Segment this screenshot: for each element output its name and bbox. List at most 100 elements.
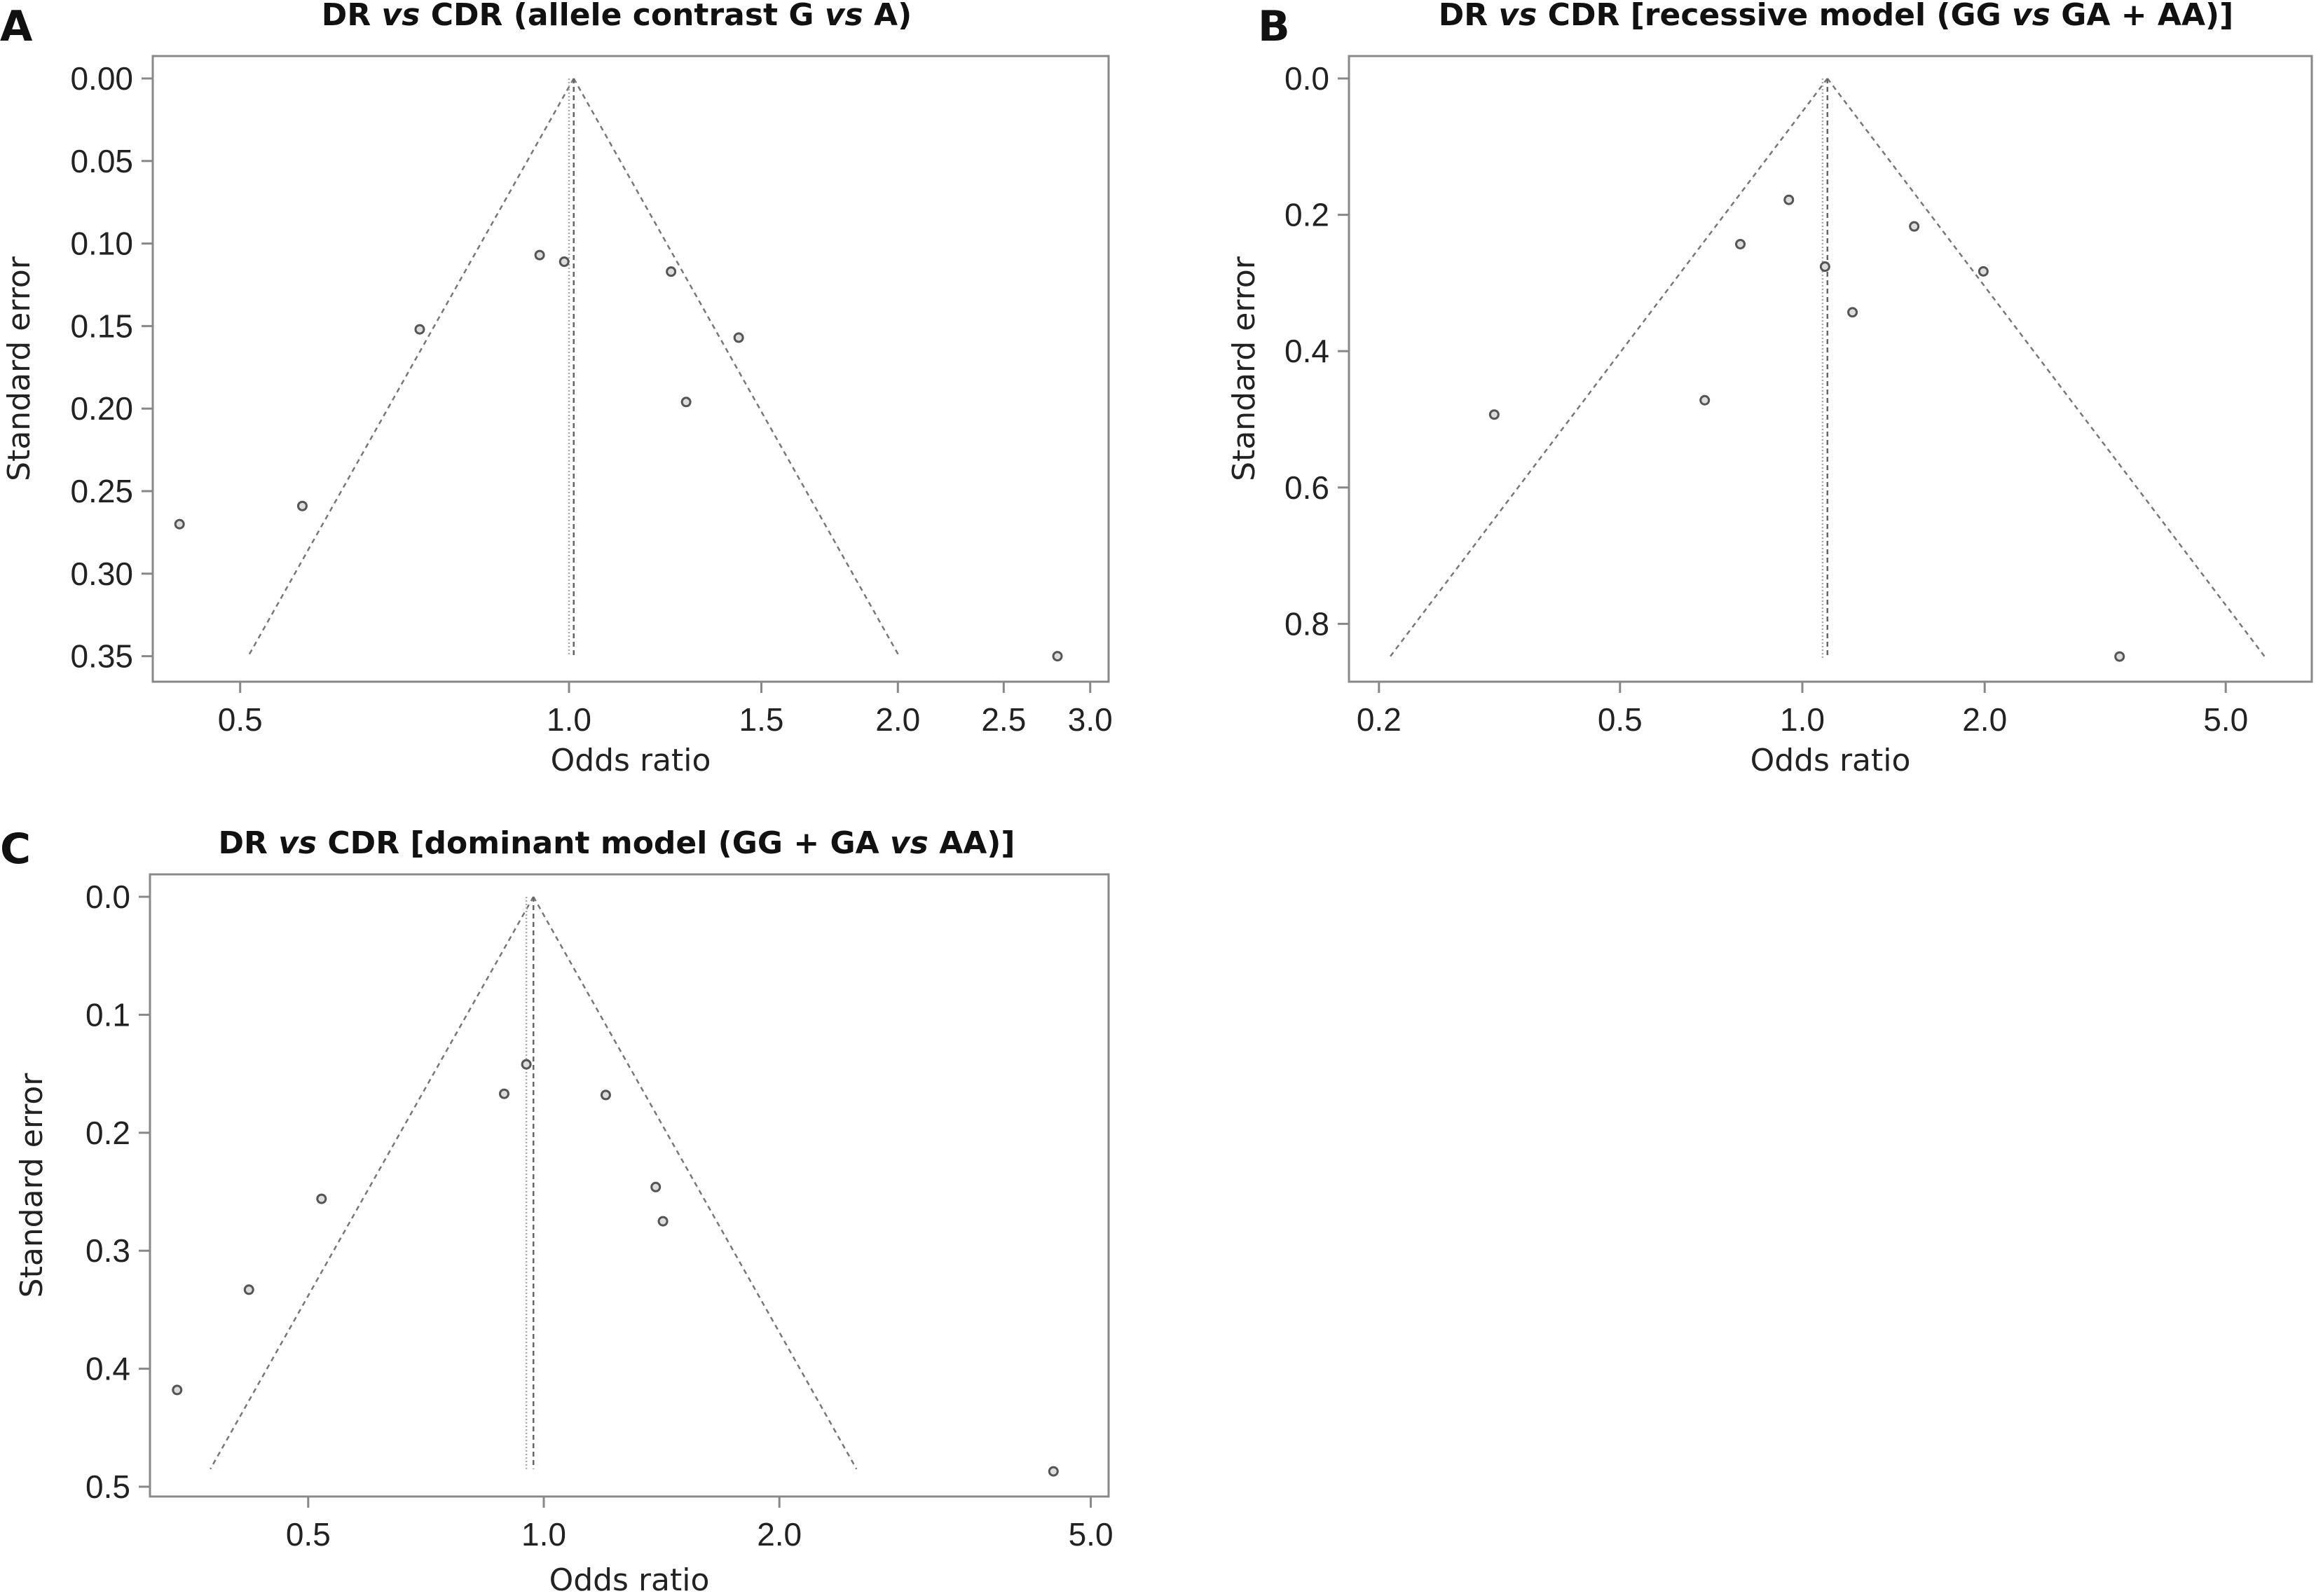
study-point xyxy=(666,266,677,277)
study-point xyxy=(174,518,185,530)
y-tick-label: 0.00 xyxy=(70,60,133,97)
study-point xyxy=(1052,651,1063,662)
study-point xyxy=(172,1384,183,1396)
title-segment: vs xyxy=(278,825,317,861)
x-tick-label: 0.2 xyxy=(1357,701,1402,738)
x-tick-label: 3.0 xyxy=(1068,701,1113,738)
panel-title: DR vs CDR [recessive model (GG vs GA + A… xyxy=(1439,0,2234,33)
y-tick-label: 0.2 xyxy=(85,1115,130,1151)
study-point xyxy=(657,1216,669,1227)
study-point xyxy=(243,1284,254,1295)
x-tick-label: 1.5 xyxy=(739,701,784,738)
title-segment: vs xyxy=(1498,0,1537,33)
study-point xyxy=(534,249,545,261)
x-axis-title: Odds ratio xyxy=(1750,743,1911,778)
x-tick-label: 5.0 xyxy=(1069,1516,1114,1553)
x-tick-label: 0.5 xyxy=(218,701,263,738)
title-segment: CDR (allele contrast G xyxy=(420,0,824,33)
panel-letter: B xyxy=(1258,2,1290,51)
y-tick-label: 0.5 xyxy=(85,1468,130,1505)
funnel-left-limit xyxy=(1388,78,1828,659)
x-tick-label: 2.0 xyxy=(757,1516,802,1553)
panel-letter: A xyxy=(0,2,33,51)
study-point xyxy=(600,1089,611,1101)
study-point xyxy=(316,1193,327,1204)
panel-a: A DR vs CDR (allele contrast G vs A) 0.00 0… xyxy=(0,0,1113,778)
x-tick-label: 2.0 xyxy=(1962,701,2007,738)
funnel-right-limit xyxy=(1826,78,2267,659)
funnel-right-limit xyxy=(573,78,900,657)
y-tick-label: 0.0 xyxy=(85,879,130,915)
y-tick-label: 0.30 xyxy=(70,556,133,592)
x-tick-label: 0.5 xyxy=(286,1516,331,1553)
y-axis-title: Standard error xyxy=(14,1073,50,1298)
title-segment: DR xyxy=(322,0,382,33)
panel-title: DR vs CDR [dominant model (GG + GA vs AA… xyxy=(218,825,1015,861)
study-point xyxy=(1819,261,1830,273)
y-tick-label: 0.4 xyxy=(85,1351,130,1387)
y-tick-label: 0.35 xyxy=(70,638,133,675)
title-segment: CDR [recessive model (GG xyxy=(1537,0,2012,33)
y-tick-label: 0.3 xyxy=(85,1232,130,1269)
plot-frame xyxy=(149,873,1110,1498)
title-segment: vs xyxy=(890,825,929,861)
y-tick-label: 0.10 xyxy=(70,226,133,262)
y-tick-label: 0.4 xyxy=(1284,333,1329,369)
x-tick-label: 1.0 xyxy=(547,701,591,738)
study-point xyxy=(296,500,308,511)
panel-b: B DR vs CDR [recessive model (GG vs GA + … xyxy=(1226,0,2313,778)
study-point xyxy=(1783,194,1795,205)
funnel-left-limit xyxy=(247,78,575,657)
title-segment: vs xyxy=(825,0,863,33)
title-segment: GA + AA)] xyxy=(2050,0,2233,33)
study-point xyxy=(733,332,744,343)
x-tick-label: 1.0 xyxy=(521,1516,566,1553)
y-axis-title: Standard error xyxy=(1226,256,1262,481)
study-point xyxy=(521,1059,532,1070)
study-point xyxy=(680,397,692,408)
plot-frame xyxy=(151,55,1110,683)
study-point xyxy=(1847,307,1858,318)
study-point xyxy=(1488,409,1500,420)
y-tick-label: 0.20 xyxy=(70,390,133,427)
study-point xyxy=(414,324,425,335)
title-segment: DR xyxy=(218,825,278,861)
y-tick-label: 0.2 xyxy=(1284,197,1329,233)
x-tick-label: 2.5 xyxy=(981,701,1026,738)
title-segment: A) xyxy=(863,0,912,33)
y-tick-label: 0.15 xyxy=(70,308,133,344)
panel-c: C DR vs CDR [dominant model (GG + GA vs A… xyxy=(0,825,1114,1596)
plot-frame xyxy=(1348,55,2313,683)
y-tick-label: 0.05 xyxy=(70,143,133,179)
funnel-left-limit xyxy=(210,896,535,1470)
y-tick-label: 0.8 xyxy=(1284,605,1329,642)
x-tick-label: 2.0 xyxy=(875,701,920,738)
title-segment: vs xyxy=(2012,0,2050,33)
study-point xyxy=(1048,1466,1059,1477)
panel-title: DR vs CDR (allele contrast G vs A) xyxy=(322,0,912,33)
y-tick-label: 0.6 xyxy=(1284,469,1329,506)
study-point xyxy=(650,1181,662,1192)
study-point xyxy=(1909,221,1920,232)
y-tick-label: 0.1 xyxy=(85,996,130,1033)
panel-letter: C xyxy=(0,825,31,874)
title-segment: DR xyxy=(1439,0,1499,33)
funnel-right-limit xyxy=(533,896,858,1470)
y-axis-title: Standard error xyxy=(1,256,37,481)
study-point xyxy=(1735,238,1746,249)
study-point xyxy=(1699,394,1711,406)
x-axis-title: Odds ratio xyxy=(551,743,711,778)
y-tick-label: 0.25 xyxy=(70,473,133,509)
study-point xyxy=(2114,651,2125,662)
x-axis-title: Odds ratio xyxy=(549,1562,710,1596)
study-point xyxy=(559,256,570,268)
x-tick-label: 5.0 xyxy=(2203,701,2248,738)
title-segment: vs xyxy=(382,0,420,33)
y-tick-label: 0.0 xyxy=(1284,60,1329,97)
title-segment: AA)] xyxy=(929,825,1015,861)
x-tick-label: 1.0 xyxy=(1780,701,1825,738)
study-point xyxy=(1978,266,1989,277)
x-tick-label: 0.5 xyxy=(1598,701,1643,738)
title-segment: CDR [dominant model (GG + GA xyxy=(317,825,890,861)
